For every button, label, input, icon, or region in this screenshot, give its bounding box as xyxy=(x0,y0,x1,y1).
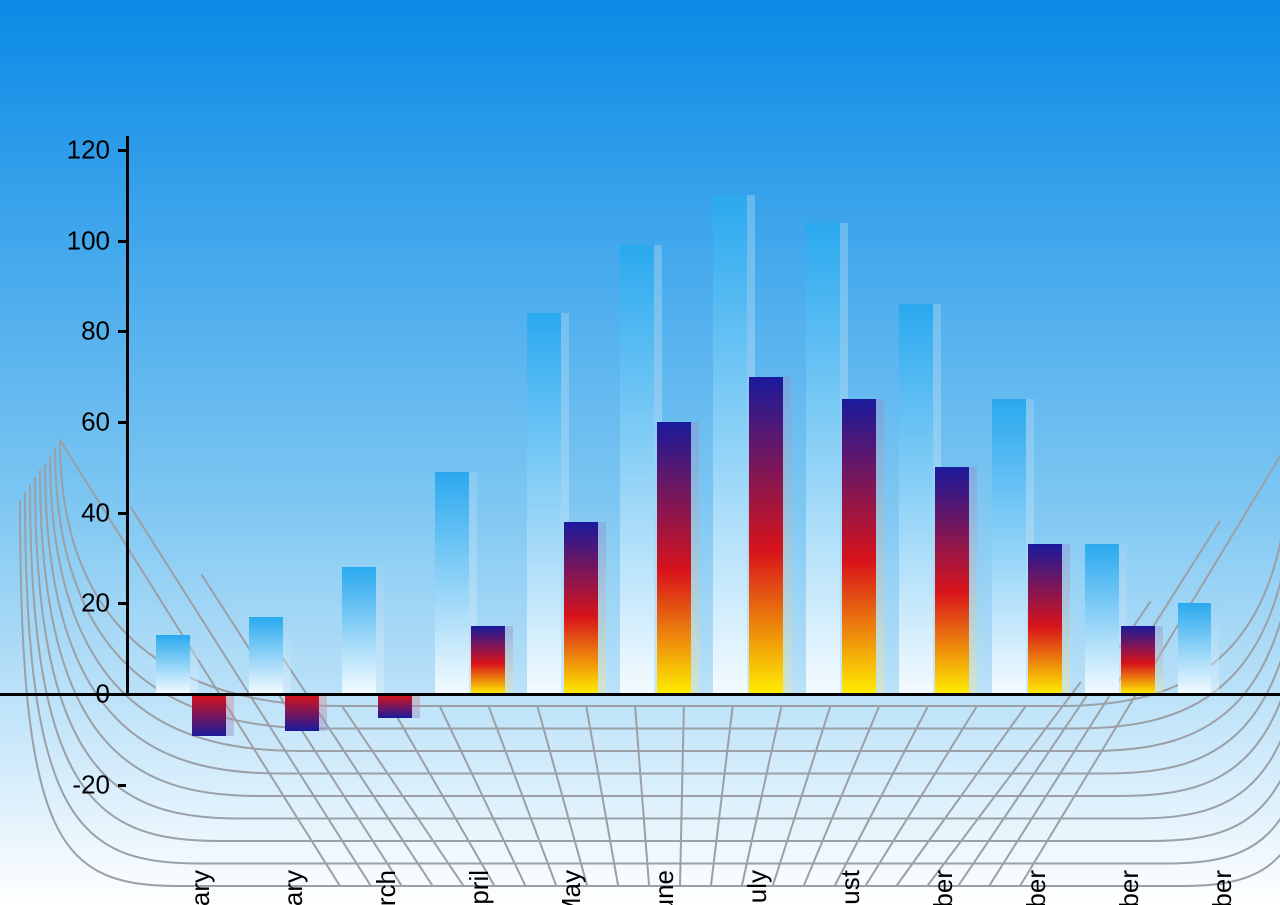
x-tick-label: September xyxy=(928,870,959,905)
bar-primary xyxy=(342,567,376,694)
x-tick-label: December xyxy=(1207,870,1238,905)
bar-primary xyxy=(156,635,190,694)
chart-canvas: -20020406080100120JanuaryFebruaryMarchAp… xyxy=(0,0,1280,905)
y-tick xyxy=(118,240,126,243)
y-tick-label: 120 xyxy=(0,135,110,166)
y-tick-label: 100 xyxy=(0,225,110,256)
y-tick-label: 80 xyxy=(0,316,110,347)
bar-secondary xyxy=(564,522,598,694)
bar-secondary xyxy=(1028,544,1062,694)
y-tick-label: 20 xyxy=(0,588,110,619)
y-tick-label: 40 xyxy=(0,497,110,528)
bar-secondary xyxy=(285,695,319,731)
x-tick-label: March xyxy=(371,870,402,905)
y-tick xyxy=(118,512,126,515)
bar-primary xyxy=(992,399,1026,694)
y-tick xyxy=(118,421,126,424)
y-axis-line-top xyxy=(126,136,129,696)
x-tick-label: October xyxy=(1021,870,1052,905)
bar-secondary xyxy=(1121,626,1155,694)
bar-primary xyxy=(1178,603,1212,694)
x-tick-label: June xyxy=(649,870,680,905)
y-tick-label: -20 xyxy=(0,769,110,800)
x-tick-label: April xyxy=(464,870,495,905)
bar-secondary xyxy=(192,695,226,736)
bar-secondary xyxy=(749,377,783,694)
bar-secondary xyxy=(842,399,876,694)
y-tick xyxy=(118,149,126,152)
y-tick xyxy=(118,602,126,605)
bar-secondary xyxy=(935,467,969,694)
x-tick-label: January xyxy=(185,870,216,905)
y-tick xyxy=(118,784,126,787)
x-tick-label: August xyxy=(835,870,866,905)
bar-primary xyxy=(899,304,933,694)
x-axis-baseline-top xyxy=(0,693,1280,696)
bar-primary xyxy=(1085,544,1119,694)
bar-primary xyxy=(435,472,469,694)
y-tick-label: 60 xyxy=(0,407,110,438)
bar-primary xyxy=(806,223,840,694)
bar-primary xyxy=(249,617,283,694)
y-tick xyxy=(118,330,126,333)
x-tick-label: November xyxy=(1114,870,1145,905)
bar-secondary xyxy=(657,422,691,694)
bar-secondary xyxy=(378,695,412,718)
chart-layer: -20020406080100120JanuaryFebruaryMarchAp… xyxy=(0,0,1280,905)
bar-primary xyxy=(527,313,561,694)
bar-primary xyxy=(713,195,747,694)
bar-primary xyxy=(620,245,654,694)
x-tick-label: February xyxy=(278,870,309,905)
bar-secondary xyxy=(471,626,505,694)
x-tick-label: July xyxy=(742,870,773,905)
x-tick-label: May xyxy=(556,870,587,905)
